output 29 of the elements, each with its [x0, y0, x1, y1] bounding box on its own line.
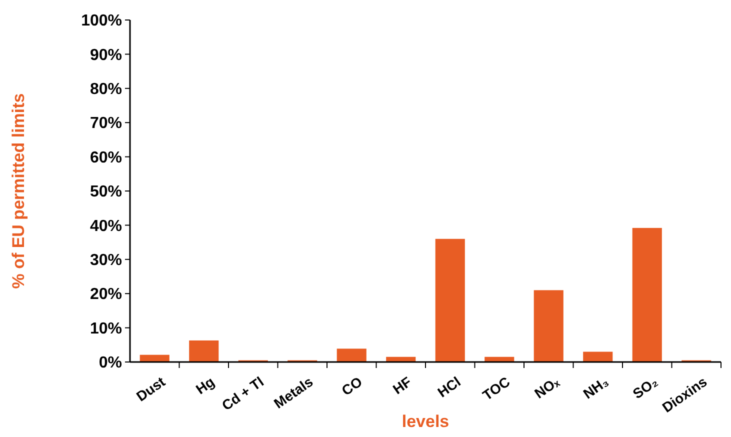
y-tick-label: 90% — [90, 46, 122, 64]
bar — [189, 340, 219, 362]
y-tick-label: 30% — [90, 252, 122, 269]
y-tick-label: 100% — [81, 12, 122, 30]
x-tick-label: Cd + Tl — [218, 373, 266, 414]
x-tick-label: HF — [390, 373, 415, 398]
y-tick-label: 10% — [90, 320, 122, 338]
bar — [632, 228, 662, 362]
bar — [534, 290, 564, 362]
y-tick-label: 20% — [90, 286, 122, 304]
x-tick-label: NOₓ — [531, 372, 563, 402]
x-tick-label: HCl — [434, 373, 464, 400]
x-tick-label: NH₃ — [580, 373, 612, 402]
bar — [336, 348, 366, 362]
bar — [140, 354, 170, 362]
bar — [435, 238, 465, 362]
x-tick-label: TOC — [480, 373, 513, 404]
x-tick-label: Hg — [192, 373, 218, 398]
y-axis-title: % of EU permitted limits — [9, 93, 28, 289]
y-tick-label: 60% — [90, 149, 122, 166]
y-tick-label: 70% — [90, 115, 122, 132]
x-axis-title: levels — [402, 412, 450, 431]
bar — [583, 352, 613, 362]
x-tick-label: SO₂ — [630, 373, 660, 402]
y-tick-label: 50% — [90, 184, 122, 201]
x-tick-label: CO — [338, 373, 366, 399]
y-tick-label: 40% — [90, 218, 122, 235]
y-tick-label: 80% — [90, 81, 122, 98]
y-tick-label: 0% — [98, 354, 122, 372]
